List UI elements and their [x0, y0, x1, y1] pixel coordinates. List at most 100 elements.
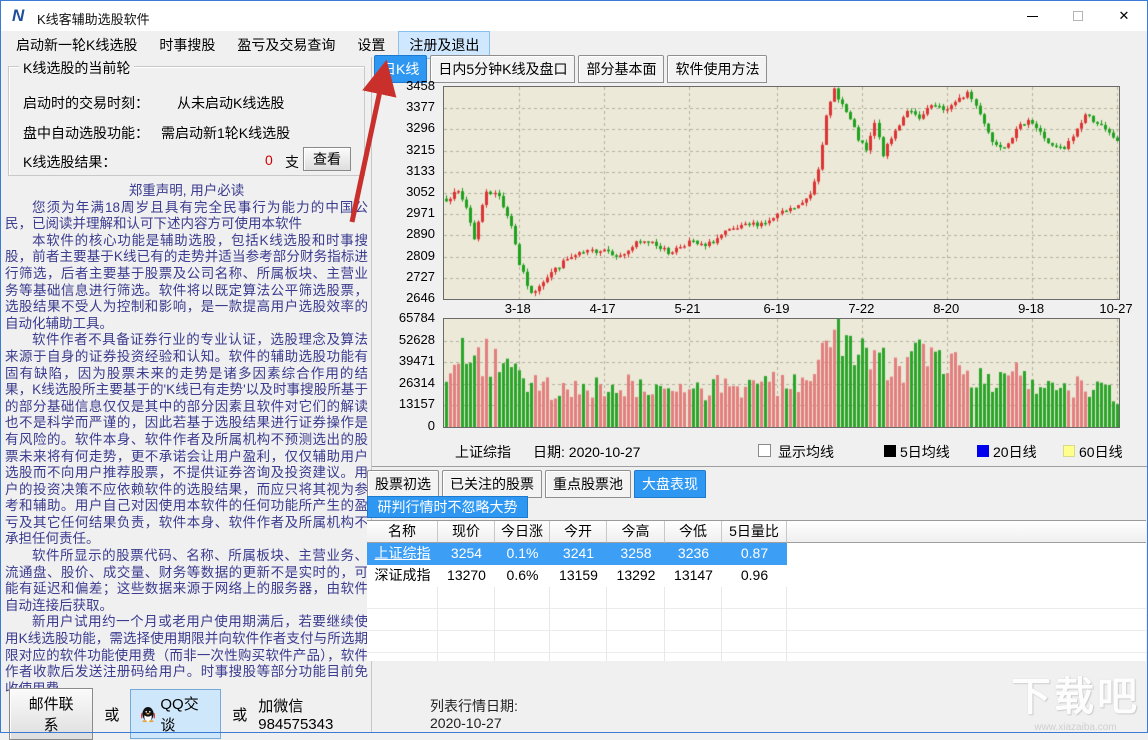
y-axis-tick-label: 3133 — [406, 162, 435, 178]
maximize-icon — [1073, 11, 1083, 21]
y-axis-tick-label: 3377 — [406, 99, 435, 115]
cell-change: 0.1% — [506, 545, 539, 561]
y-axis-tick-label: 0 — [427, 418, 435, 433]
tab-intraday-5min[interactable]: 日内5分钟K线及盘口 — [430, 55, 576, 83]
qq-chat-label: QQ交谈 — [160, 696, 199, 734]
col-header-volratio[interactable]: 5日量比 — [722, 521, 787, 543]
market-trend-notice: 研判行情时不忽略大势 — [367, 496, 528, 518]
start-time-label: 启动时的交易时刻： — [23, 95, 149, 111]
watermark-text: 下载吧 — [1011, 675, 1140, 719]
minimize-icon — [1026, 15, 1038, 17]
auto-select-value: 需启动新1轮K线选股 — [161, 125, 291, 141]
panel-divider — [371, 57, 372, 733]
groupbox-title: K线选股的当前轮 — [19, 58, 135, 78]
cell-high: 3258 — [620, 545, 652, 561]
x-axis-tick-label: 5-21 — [674, 301, 701, 316]
disclaimer-title: 郑重声明, 用户必读 — [128, 183, 245, 198]
show-ma-checkbox[interactable] — [758, 444, 771, 457]
table-row-empty — [367, 587, 1146, 609]
watermark: 下载吧 www.xiazaiba.com — [1011, 664, 1140, 733]
volume-chart[interactable] — [443, 318, 1120, 428]
col-header-open[interactable]: 今开 — [550, 521, 607, 543]
x-axis-tick-label: 6-19 — [763, 301, 790, 316]
tab-fundamentals[interactable]: 部分基本面 — [578, 55, 665, 83]
tab-watched-stocks[interactable]: 已关注的股票 — [442, 470, 542, 498]
email-contact-button[interactable]: 邮件联系 — [9, 688, 94, 740]
col-header-high[interactable]: 今高 — [607, 521, 665, 543]
menu-start-new-kline-round[interactable]: 启动新一轮K线选股 — [16, 36, 138, 53]
x-axis-tick-label: 4-17 — [589, 301, 616, 316]
watermark-url: www.xiazaiba.com — [1034, 722, 1117, 733]
cell-price: 13270 — [447, 567, 486, 583]
col-header-filler — [787, 521, 1146, 543]
y-axis-tick-label: 65784 — [398, 310, 435, 325]
y-axis-tick-label: 26314 — [398, 374, 435, 390]
daily-kline-chart[interactable] — [443, 86, 1120, 300]
ma60-label: 60日线 — [1079, 444, 1123, 460]
col-header-change[interactable]: 今日涨 — [495, 521, 550, 543]
contact-bar: 邮件联系 或 QQ交谈 或 加微信984575343 — [0, 688, 371, 740]
col-header-price[interactable]: 现价 — [438, 521, 495, 543]
x-axis-tick-label: 8-20 — [933, 301, 960, 316]
market-index-table: 名称 现价 今日涨 今开 今高 今低 5日量比 上证综指 3254 0.1% 3… — [367, 520, 1146, 661]
cell-change: 0.6% — [506, 567, 539, 583]
disclaimer-paragraph: 软件所显示的股票代码、名称、所属板块、主营业务、流通盘、股价、成交量、财务等数据… — [5, 548, 368, 613]
col-header-name[interactable]: 名称 — [367, 521, 438, 543]
cell-name[interactable]: 深证成指 — [374, 567, 431, 583]
cell-volratio: 0.87 — [740, 545, 769, 561]
table-row-empty — [367, 653, 1146, 661]
list-date-label: 列表行情日期: — [430, 698, 518, 714]
chart-tab-strip: 日K线 日内5分钟K线及盘口 部分基本面 软件使用方法 — [374, 55, 768, 83]
window-title: K线客辅助选股软件 — [37, 12, 150, 27]
app-logo-icon: N — [12, 6, 25, 25]
close-button[interactable]: ✕ — [1101, 1, 1147, 31]
ma20-color-swatch — [977, 445, 989, 457]
chart-symbol-label: 上证综指 — [455, 444, 511, 460]
result-unit: 支 — [285, 154, 299, 170]
cell-high: 13292 — [616, 567, 656, 583]
y-axis-tick-label: 3458 — [406, 78, 435, 93]
table-row-empty — [367, 631, 1146, 653]
or-text: 或 — [104, 706, 120, 724]
minimize-button[interactable] — [1009, 1, 1055, 31]
qq-penguin-icon — [141, 706, 156, 722]
view-results-button[interactable]: 查看 — [303, 147, 351, 171]
tab-key-stock-pool[interactable]: 重点股票池 — [545, 470, 631, 498]
disclaimer-paragraph: 本软件的核心功能是辅助选股，包括K线选股和时事搜股，前者主要基于K线已有的走势并… — [5, 232, 368, 331]
tab-usage-help[interactable]: 软件使用方法 — [667, 55, 768, 83]
table-row-empty — [367, 609, 1146, 631]
menu-settings[interactable]: 设置 — [357, 36, 386, 53]
disclaimer-paragraph: 软件作者不具备证券行业的专业认证，选股理念及算法来源于自身的证券投资经验和认知。… — [5, 332, 368, 547]
auto-select-label: 盘中自动选股功能： — [23, 125, 149, 141]
table-row-sse-index[interactable]: 上证综指 3254 0.1% 3241 3258 3236 0.87 — [367, 543, 787, 565]
section-divider — [372, 466, 1148, 467]
maximize-button[interactable] — [1055, 1, 1101, 31]
x-axis-tick-label: 10-27 — [1099, 301, 1133, 316]
disclaimer-paragraph: 您须为年满18周岁且具有完全民事行为能力的中国公民，已阅读并理解和认可下述内容方… — [5, 199, 368, 232]
y-axis-tick-label: 2727 — [406, 268, 435, 284]
cell-low: 13147 — [674, 567, 713, 583]
start-time-value: 从未启动K线选股 — [177, 95, 285, 111]
empty-table-rows — [367, 587, 1146, 661]
y-axis-tick-label: 39471 — [398, 353, 435, 369]
title-bar: N K线客辅助选股软件 ✕ — [1, 1, 1147, 31]
ma20-label: 20日线 — [993, 444, 1037, 460]
cell-price: 3254 — [450, 545, 483, 561]
ma5-color-swatch — [884, 445, 896, 457]
table-row-szse-index[interactable]: 深证成指 13270 0.6% 13159 13292 13147 0.96 — [367, 565, 1146, 587]
ma5-label: 5日均线 — [900, 444, 950, 460]
qq-chat-button[interactable]: QQ交谈 — [130, 689, 222, 739]
menu-bar: 启动新一轮K线选股 时事搜股 盈亏及交易查询 设置 注册及退出 — [1, 30, 1147, 59]
col-header-low[interactable]: 今低 — [665, 521, 722, 543]
cell-open: 13159 — [559, 567, 598, 583]
wechat-text: 加微信984575343 — [258, 698, 334, 733]
y-axis-tick-label: 3052 — [406, 184, 435, 199]
menu-news-stock-search[interactable]: 时事搜股 — [159, 36, 216, 53]
menu-pnl-trade-query[interactable]: 盈亏及交易查询 — [237, 36, 336, 53]
tab-preselected-stocks[interactable]: 股票初选 — [367, 470, 439, 498]
disclaimer-text: 郑重声明, 用户必读 您须为年满18周岁且具有完全民事行为能力的中国公民，已阅读… — [5, 183, 368, 694]
cell-name[interactable]: 上证综指 — [374, 545, 431, 561]
tab-market-performance[interactable]: 大盘表现 — [634, 470, 706, 498]
y-axis-tick-label: 52628 — [398, 331, 435, 347]
y-axis-tick-label: 2646 — [406, 290, 435, 305]
